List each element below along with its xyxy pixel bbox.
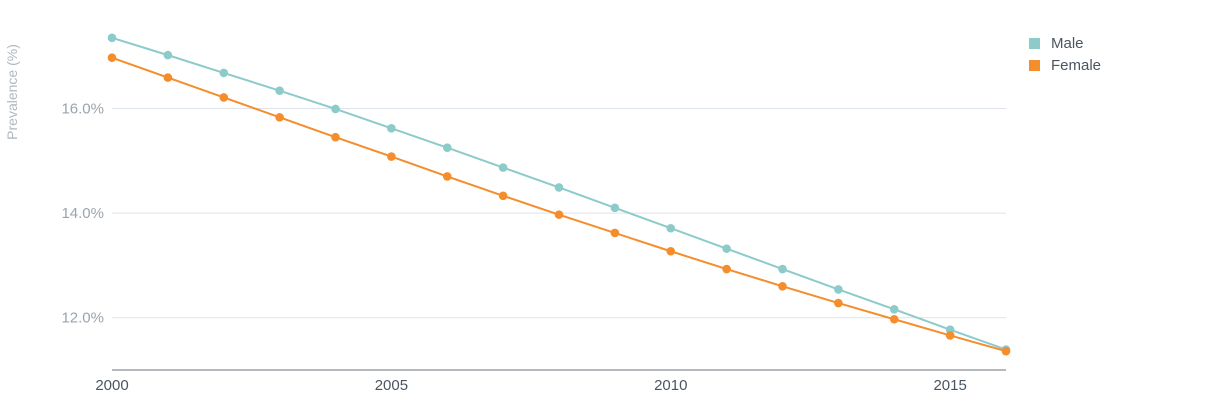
legend-label-male: Male	[1051, 35, 1084, 52]
y-tick-label: 16.0%	[61, 100, 104, 117]
data-point-male	[722, 244, 731, 253]
series-layer	[107, 33, 1011, 356]
x-tick-label: 2000	[95, 377, 128, 394]
x-tick-label: 2015	[933, 377, 966, 394]
data-point-female	[834, 298, 843, 308]
data-point-female	[498, 191, 508, 201]
data-point-female	[1001, 346, 1011, 356]
axes: 12.0% 14.0% 16.0% 2000 2005 2010 2015	[61, 100, 1006, 394]
data-point-male	[219, 68, 229, 78]
data-point-female	[387, 152, 396, 161]
data-point-female	[722, 264, 731, 274]
data-point-female	[219, 93, 229, 102]
data-point-female	[107, 53, 117, 63]
data-point-male	[889, 305, 899, 314]
data-point-male	[610, 203, 620, 213]
data-point-male	[275, 86, 284, 95]
legend-swatch-male	[1029, 38, 1040, 49]
y-tick-label: 14.0%	[61, 205, 104, 222]
y-axis-label: Prevalence (%)	[4, 44, 20, 140]
data-point-male	[554, 183, 564, 192]
x-tick-label: 2005	[375, 377, 408, 394]
data-point-male	[442, 143, 452, 152]
data-point-male	[834, 285, 843, 294]
data-point-female	[275, 113, 284, 122]
data-point-female	[945, 331, 955, 340]
data-point-female	[778, 282, 787, 291]
data-point-male	[387, 124, 396, 133]
legend-swatch-female	[1029, 60, 1040, 71]
series-line-male	[111, 36, 1007, 351]
x-tick-label: 2010	[654, 377, 687, 394]
data-point-male	[778, 264, 787, 274]
data-point-male	[666, 223, 676, 233]
data-point-female	[163, 73, 173, 82]
legend-label-female: Female	[1051, 57, 1101, 74]
data-point-female	[442, 172, 452, 181]
data-point-female	[610, 228, 620, 238]
data-point-female	[331, 132, 340, 142]
series-line-female	[111, 56, 1007, 353]
data-point-female	[554, 210, 564, 219]
data-point-female	[666, 246, 676, 256]
data-point-male	[331, 104, 340, 114]
data-point-male	[163, 50, 173, 60]
data-point-male	[498, 163, 508, 172]
y-tick-label: 12.0%	[61, 310, 104, 327]
legend: Male Female	[1029, 35, 1101, 74]
data-point-male	[107, 33, 117, 43]
data-point-female	[889, 314, 899, 324]
